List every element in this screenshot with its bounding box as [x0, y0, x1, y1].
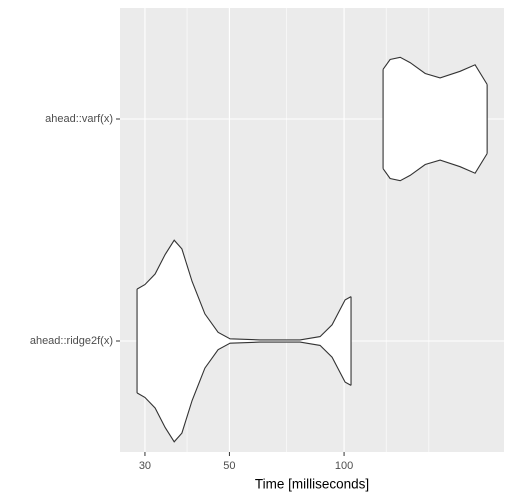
y-tick-label: ahead::varf(x) [45, 113, 113, 125]
x-tick-label: 50 [223, 460, 235, 472]
x-axis-title: Time [milliseconds] [255, 477, 369, 492]
x-tick-label: 100 [335, 460, 353, 472]
violin-fill [383, 57, 488, 181]
violin-upper [382, 56, 488, 85]
x-tick-label: 30 [139, 460, 151, 472]
y-tick-label: ahead::ridge2f(x) [30, 335, 113, 347]
violin-lower [382, 153, 488, 182]
violin-upper [136, 239, 352, 341]
violin-lower [136, 341, 352, 443]
violin-fill [137, 240, 351, 442]
